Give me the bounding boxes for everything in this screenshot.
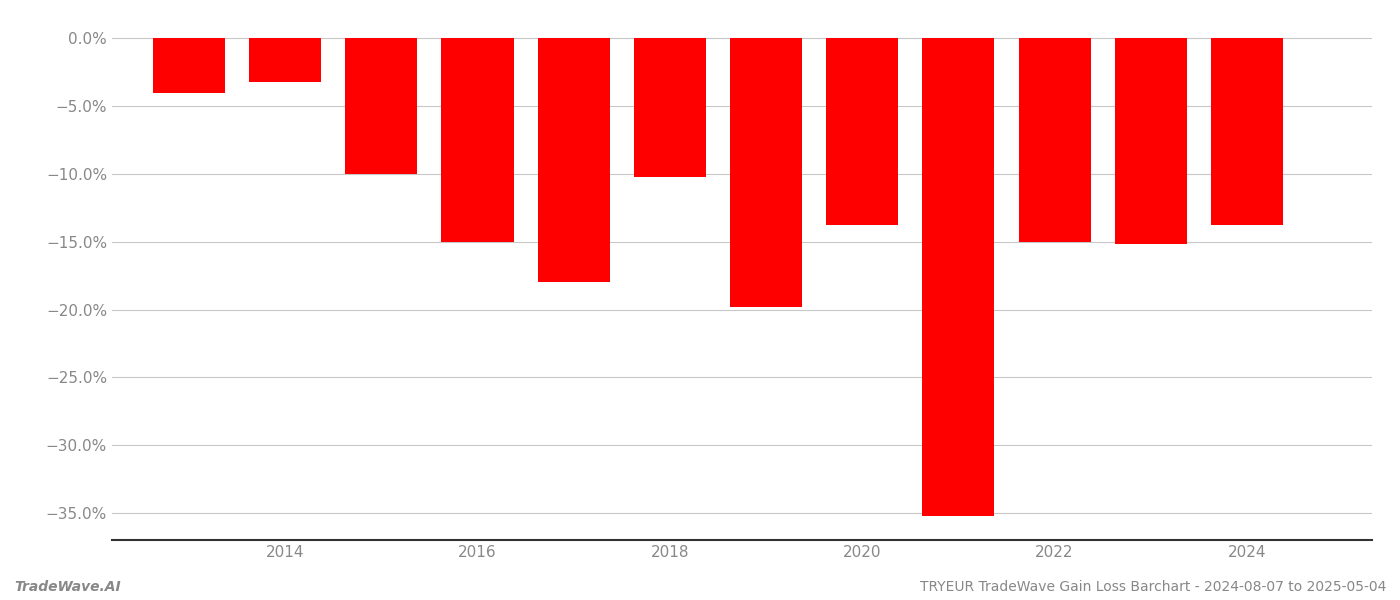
Text: TRYEUR TradeWave Gain Loss Barchart - 2024-08-07 to 2025-05-04: TRYEUR TradeWave Gain Loss Barchart - 20… [920, 580, 1386, 594]
Bar [249, 38, 321, 82]
Bar [729, 38, 802, 307]
Bar [1114, 38, 1187, 244]
Bar [923, 38, 994, 515]
Bar [634, 38, 706, 176]
Bar [1211, 38, 1282, 226]
Bar [826, 38, 899, 226]
Text: TradeWave.AI: TradeWave.AI [14, 580, 120, 594]
Bar [441, 38, 514, 242]
Bar [538, 38, 610, 283]
Bar [346, 38, 417, 174]
Bar [153, 38, 225, 92]
Bar [1019, 38, 1091, 242]
